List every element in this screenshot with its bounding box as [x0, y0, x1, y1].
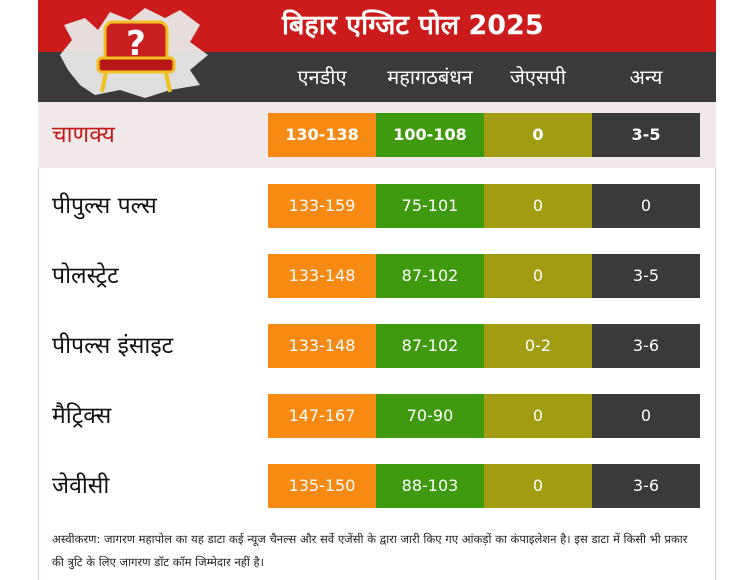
column-header-nda: एनडीए [297, 65, 347, 89]
mgb-cell: 75-101 [376, 184, 484, 228]
page-title: बिहार एग्जिट पोल 2025 [282, 10, 544, 41]
nda-cell: 130-138 [268, 113, 376, 157]
others-cell: 0 [592, 184, 700, 228]
agency-name: पीपल्स इंसाइट [52, 333, 174, 359]
chair-question-icon: ? [60, 8, 208, 98]
mgb-cell: 88-103 [376, 464, 484, 508]
agency-name: मैट्रिक्स [52, 403, 112, 429]
mgb-cell: 70-90 [376, 394, 484, 438]
column-header-jsp: जेएसपी [510, 65, 566, 89]
agency-name: जेवीसी [52, 473, 110, 499]
others-cell: 3-6 [592, 464, 700, 508]
jsp-cell: 0-2 [484, 324, 592, 368]
others-cell: 3-6 [592, 324, 700, 368]
mgb-cell: 87-102 [376, 254, 484, 298]
mgb-cell: 87-102 [376, 324, 484, 368]
jsp-cell: 0 [484, 184, 592, 228]
others-cell: 3-5 [592, 254, 700, 298]
others-cell: 0 [592, 394, 700, 438]
question-mark: ? [126, 24, 146, 64]
column-header-others: अन्य [629, 65, 663, 89]
jsp-cell: 0 [484, 254, 592, 298]
agency-name: चाणक्य [52, 122, 115, 148]
jsp-cell: 0 [484, 464, 592, 508]
jsp-cell: 0 [484, 113, 592, 157]
nda-cell: 135-150 [268, 464, 376, 508]
poll-card [38, 0, 716, 580]
agency-name: पीपुल्स पल्स [52, 193, 157, 219]
nda-cell: 133-148 [268, 254, 376, 298]
nda-cell: 147-167 [268, 394, 376, 438]
disclaimer-text: अस्वीकरण: जागरण महापोल का यह डाटा कई न्य… [52, 532, 688, 569]
nda-cell: 133-148 [268, 324, 376, 368]
mgb-cell: 100-108 [376, 113, 484, 157]
agency-name: पोलस्ट्रेट [52, 263, 119, 289]
column-header-mahagathbandhan: महागठबंधन [387, 65, 473, 89]
jsp-cell: 0 [484, 394, 592, 438]
nda-cell: 133-159 [268, 184, 376, 228]
others-cell: 3-5 [592, 113, 700, 157]
